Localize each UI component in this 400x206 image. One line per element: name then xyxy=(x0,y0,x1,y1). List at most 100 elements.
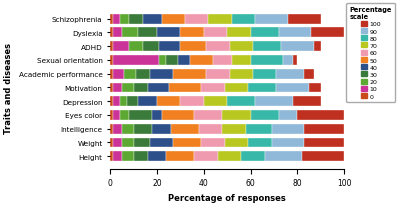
Bar xyxy=(166,56,178,66)
Bar xyxy=(152,110,162,120)
Bar xyxy=(122,152,134,161)
Bar xyxy=(162,110,194,120)
Bar xyxy=(143,15,162,25)
Bar xyxy=(272,124,304,134)
Bar xyxy=(276,83,309,93)
Bar xyxy=(150,138,173,148)
Bar xyxy=(180,28,204,38)
Bar xyxy=(134,83,148,93)
Bar xyxy=(148,83,169,93)
Bar xyxy=(232,56,250,66)
Bar xyxy=(288,15,321,25)
Bar xyxy=(157,28,180,38)
Legend: 100, 90, 80, 70, 60, 50, 40, 30, 20, 10, 0: 100, 90, 80, 70, 60, 50, 40, 30, 20, 10,… xyxy=(346,4,395,102)
Bar xyxy=(110,83,112,93)
Bar xyxy=(204,28,227,38)
Bar xyxy=(206,42,230,52)
Bar xyxy=(309,83,321,93)
Bar xyxy=(173,69,206,79)
Bar xyxy=(112,124,122,134)
Bar xyxy=(138,28,157,38)
Bar xyxy=(110,69,112,79)
Bar xyxy=(218,152,241,161)
Bar xyxy=(110,28,112,38)
Bar xyxy=(110,97,112,107)
Bar xyxy=(134,138,150,148)
Bar xyxy=(311,28,344,38)
Bar xyxy=(110,42,112,52)
Bar xyxy=(112,15,120,25)
Bar xyxy=(112,69,124,79)
Bar xyxy=(162,15,185,25)
Bar xyxy=(138,97,157,107)
Bar xyxy=(194,110,222,120)
Bar xyxy=(232,15,255,25)
Bar xyxy=(279,110,297,120)
Bar xyxy=(279,28,311,38)
Bar xyxy=(230,69,253,79)
Bar xyxy=(112,97,120,107)
Bar xyxy=(112,56,159,66)
Bar xyxy=(199,124,222,134)
Bar xyxy=(293,56,297,66)
Bar xyxy=(304,124,344,134)
Bar xyxy=(112,28,122,38)
Bar xyxy=(129,110,152,120)
Bar xyxy=(255,15,288,25)
Bar xyxy=(180,97,204,107)
Bar xyxy=(293,97,321,107)
Bar xyxy=(134,152,148,161)
Bar xyxy=(134,124,152,134)
Bar xyxy=(253,69,276,79)
Bar xyxy=(250,110,279,120)
Bar xyxy=(122,124,134,134)
Bar xyxy=(169,83,202,93)
Bar xyxy=(281,42,314,52)
Bar xyxy=(208,15,232,25)
Bar xyxy=(112,83,122,93)
Bar xyxy=(112,110,120,120)
Bar xyxy=(122,28,138,38)
Bar xyxy=(129,42,143,52)
Bar xyxy=(190,56,213,66)
Bar xyxy=(171,124,199,134)
Bar xyxy=(122,138,134,148)
Bar xyxy=(272,138,304,148)
Bar xyxy=(180,42,206,52)
Bar xyxy=(122,83,134,93)
Bar xyxy=(178,56,190,66)
Y-axis label: Traits and diseases: Traits and diseases xyxy=(4,43,13,133)
Bar xyxy=(110,56,112,66)
Bar xyxy=(250,56,283,66)
Bar xyxy=(143,42,159,52)
Bar xyxy=(124,69,136,79)
Bar xyxy=(276,69,304,79)
Bar xyxy=(297,110,344,120)
Bar xyxy=(248,138,272,148)
Bar xyxy=(304,69,314,79)
X-axis label: Percentage of responses: Percentage of responses xyxy=(168,193,286,202)
Bar xyxy=(159,56,166,66)
Bar xyxy=(194,152,218,161)
Bar xyxy=(206,69,230,79)
Bar xyxy=(225,83,248,93)
Bar xyxy=(255,97,293,107)
Bar xyxy=(110,124,112,134)
Bar xyxy=(248,83,276,93)
Bar xyxy=(222,110,250,120)
Bar xyxy=(202,138,225,148)
Bar xyxy=(302,152,344,161)
Bar xyxy=(120,97,127,107)
Bar xyxy=(150,69,173,79)
Bar xyxy=(173,138,202,148)
Bar xyxy=(202,83,225,93)
Bar xyxy=(222,124,246,134)
Bar xyxy=(253,42,281,52)
Bar xyxy=(213,56,232,66)
Bar xyxy=(283,56,293,66)
Bar xyxy=(120,110,129,120)
Bar xyxy=(250,28,279,38)
Bar xyxy=(157,97,180,107)
Bar xyxy=(136,69,150,79)
Bar xyxy=(246,124,272,134)
